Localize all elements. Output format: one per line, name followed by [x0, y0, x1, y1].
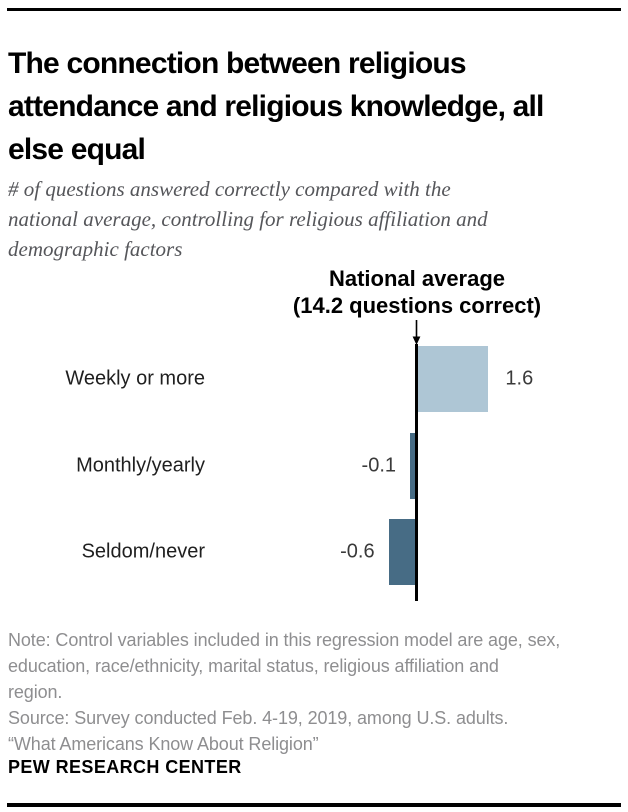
text-line: attendance and religious knowledge, all [8, 90, 544, 124]
page-title: The connection between religious attendan… [8, 42, 624, 171]
bottom-rule [7, 803, 621, 807]
text-line: demographic factors [8, 237, 183, 261]
bar [388, 519, 415, 585]
text-line: # of questions answered correctly compar… [8, 177, 451, 201]
value-label: -0.1 [361, 454, 396, 476]
value-label: 1.6 [505, 367, 534, 390]
top-rule [7, 8, 621, 11]
value-label: -0.6 [340, 540, 375, 563]
baseline-axis [415, 344, 418, 601]
text-line: region. [8, 682, 63, 702]
down-arrow-icon [412, 320, 421, 345]
pew-research-center-logo: PEW RESEARCH CENTER [8, 757, 242, 777]
report-title: “What Americans Know About Religion” [8, 734, 319, 754]
national-average-annotation: National average (14.2 questions correct) [293, 265, 541, 319]
category-label: Weekly or more [65, 367, 205, 390]
text-line: else equal [8, 133, 146, 167]
text-line: (14.2 questions correct) [292, 293, 542, 318]
text-line: National average [328, 266, 506, 291]
text-line: The connection between religious [8, 47, 467, 81]
note-text: Note: Control variables included in this… [8, 627, 622, 705]
bar-chart: National average (14.2 questions correct)… [0, 265, 628, 615]
footnotes: Note: Control variables included in this… [8, 627, 622, 757]
bar [418, 346, 489, 412]
chart-subtitle: # of questions answered correctly compar… [8, 174, 593, 264]
category-label: Monthly/yearly [76, 454, 205, 476]
text-line: Note: Control variables included in this… [8, 630, 561, 650]
text-line: national average, controlling for religi… [8, 207, 488, 231]
bar [410, 432, 415, 499]
source-text: Source: Survey conducted Feb. 4-19, 2019… [8, 708, 509, 728]
text-line: education, race/ethnicity, marital statu… [8, 656, 499, 676]
category-label: Seldom/never [81, 540, 205, 563]
